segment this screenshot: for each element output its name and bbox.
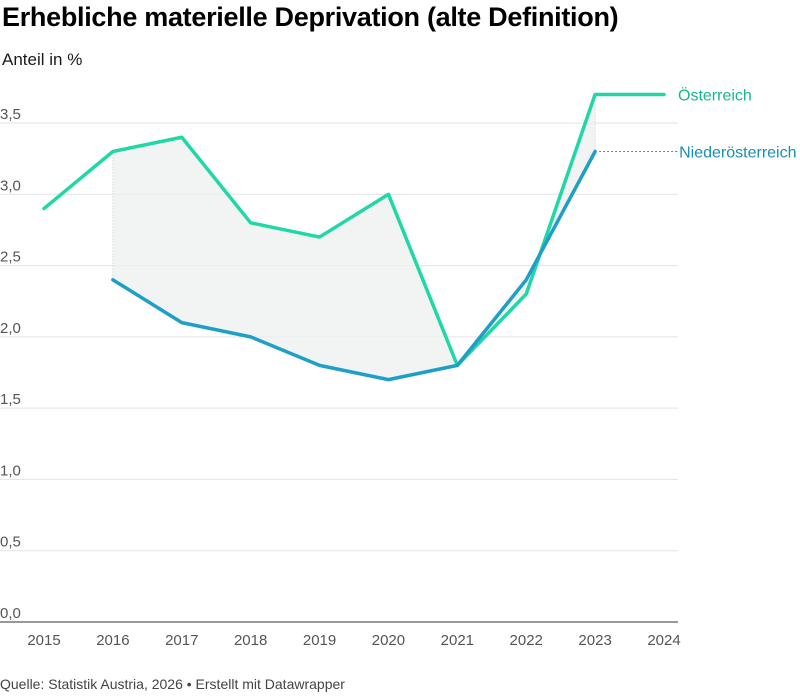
x-tick-label: 2021 [441,632,474,649]
label-niederoesterreich: Niederösterreich [679,145,796,162]
chart-title: Erhebliche materielle Deprivation (alte … [2,2,619,32]
y-tick-label: 2,0 [0,320,21,337]
chart-subtitle: Anteil in % [2,50,83,69]
x-tick-label: 2024 [647,632,680,649]
x-tick-label: 2018 [234,632,267,649]
y-tick-label: 1,0 [0,462,21,479]
x-tick-label: 2020 [372,632,405,649]
y-tick-label: 3,5 [0,106,21,123]
line-oesterreich [42,92,666,368]
x-tick-label: 2022 [510,632,543,649]
x-tick-label: 2019 [303,632,336,649]
gridlines [0,122,678,623]
x-axis: 2015 2016 2017 2018 2019 2020 2021 2022 2023 2024 [27,632,680,649]
line-niederoesterreich [111,149,597,382]
series-lines [42,92,666,382]
y-tick-label: 0,5 [0,534,21,551]
y-tick-label: 2,5 [0,249,21,266]
y-tick-label: 0,0 [0,605,21,622]
x-tick-label: 2017 [165,632,198,649]
difference-area [112,94,596,380]
y-tick-label: 3,0 [0,177,21,194]
series-labels: Österreich Niederösterreich [599,86,797,162]
label-oesterreich: Österreich [678,86,752,104]
y-axis: 0,0 0,5 1,0 1,5 2,0 2,5 3,0 3,5 [0,106,21,622]
x-tick-label: 2023 [578,632,611,649]
source-note: Quelle: Statistik Austria, 2026 • Erstel… [0,676,345,692]
x-tick-label: 2016 [96,632,129,649]
difference-area-fill [112,94,596,380]
x-tick-label: 2015 [27,632,60,649]
y-tick-label: 1,5 [0,391,21,408]
